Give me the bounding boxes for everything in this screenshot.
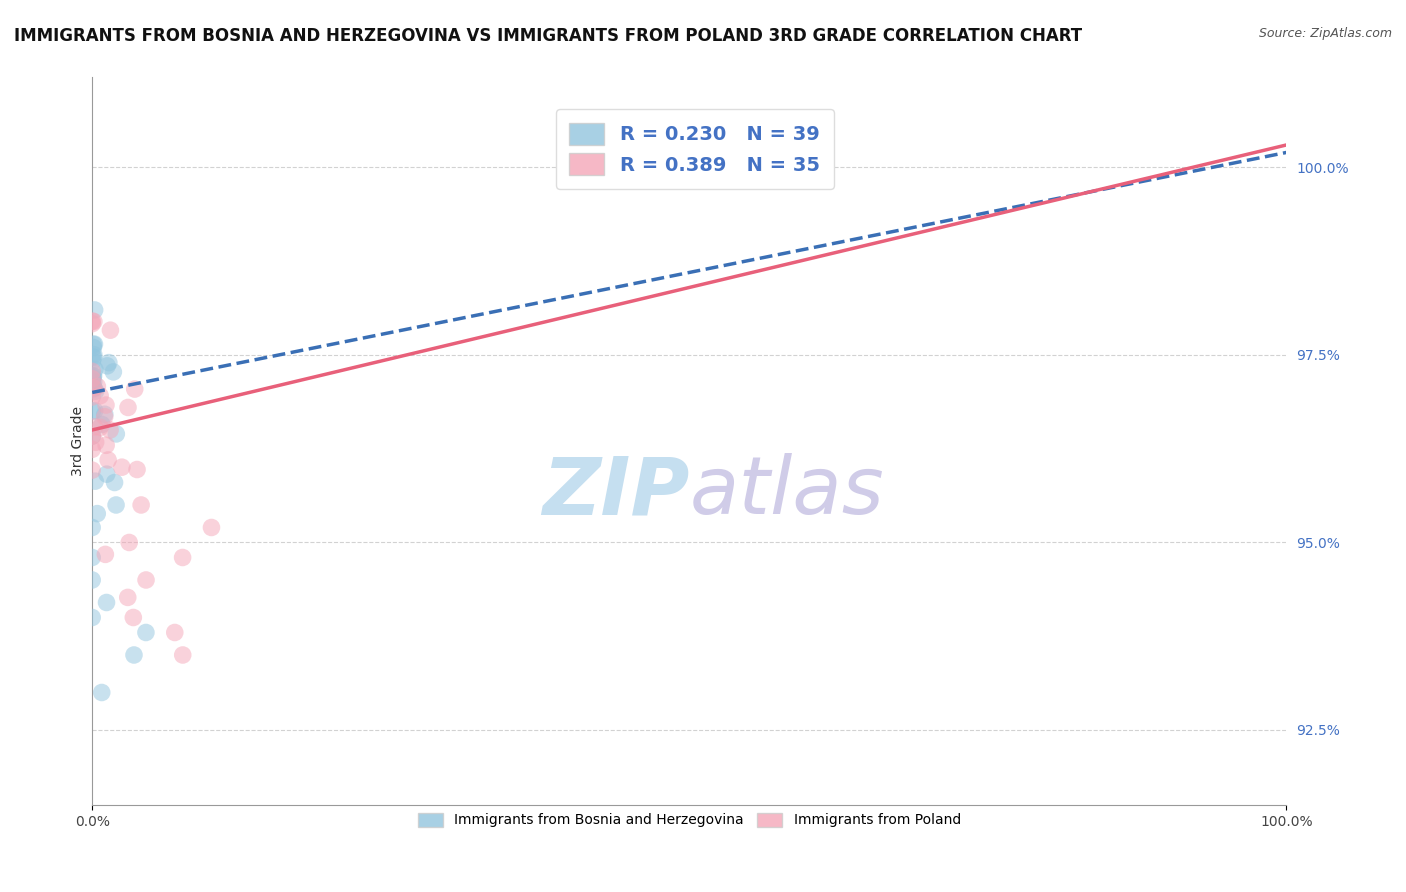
Point bbox=[124, 382, 146, 396]
Point bbox=[82, 314, 104, 328]
Point bbox=[98, 423, 121, 437]
Point bbox=[200, 520, 222, 534]
Point bbox=[82, 610, 104, 624]
Point bbox=[118, 535, 141, 549]
Point bbox=[82, 350, 104, 364]
Point bbox=[117, 591, 139, 605]
Y-axis label: 3rd Grade: 3rd Grade bbox=[72, 406, 86, 476]
Point bbox=[172, 550, 194, 565]
Point bbox=[129, 498, 152, 512]
Point bbox=[94, 548, 117, 562]
Point bbox=[82, 442, 104, 457]
Point bbox=[93, 409, 115, 424]
Text: IMMIGRANTS FROM BOSNIA AND HERZEGOVINA VS IMMIGRANTS FROM POLAND 3RD GRADE CORRE: IMMIGRANTS FROM BOSNIA AND HERZEGOVINA V… bbox=[14, 27, 1083, 45]
Point bbox=[82, 390, 104, 404]
Point bbox=[122, 610, 145, 624]
Point bbox=[135, 573, 157, 587]
Point bbox=[84, 384, 107, 399]
Point bbox=[90, 685, 112, 699]
Point bbox=[96, 467, 118, 482]
Point bbox=[103, 475, 125, 490]
Point bbox=[86, 507, 108, 521]
Point bbox=[83, 314, 105, 328]
Point bbox=[94, 398, 117, 412]
Point bbox=[103, 365, 125, 379]
Point bbox=[83, 302, 105, 317]
Point bbox=[94, 407, 117, 421]
Point bbox=[97, 453, 120, 467]
Point bbox=[83, 350, 105, 364]
Point bbox=[84, 435, 107, 450]
Point bbox=[100, 323, 122, 337]
Point bbox=[82, 354, 104, 368]
Point bbox=[83, 375, 105, 389]
Point bbox=[97, 356, 120, 370]
Point bbox=[83, 337, 105, 351]
Point bbox=[82, 404, 104, 418]
Point bbox=[83, 403, 105, 417]
Point bbox=[91, 417, 114, 432]
Point bbox=[84, 362, 107, 376]
Point bbox=[82, 337, 104, 351]
Point bbox=[96, 438, 118, 452]
Point bbox=[172, 648, 194, 662]
Point bbox=[84, 474, 107, 488]
Text: Source: ZipAtlas.com: Source: ZipAtlas.com bbox=[1258, 27, 1392, 40]
Point bbox=[82, 370, 104, 384]
Text: atlas: atlas bbox=[689, 453, 884, 531]
Point bbox=[82, 463, 104, 477]
Point bbox=[86, 379, 108, 393]
Point bbox=[82, 375, 104, 389]
Point bbox=[82, 520, 104, 534]
Point bbox=[89, 420, 111, 434]
Point bbox=[83, 420, 105, 434]
Point bbox=[83, 347, 105, 361]
Point bbox=[82, 429, 104, 443]
Point bbox=[82, 429, 104, 443]
Point bbox=[163, 625, 186, 640]
Point bbox=[82, 369, 104, 384]
Point bbox=[135, 625, 157, 640]
Point bbox=[122, 648, 145, 662]
Point bbox=[111, 460, 134, 475]
Point bbox=[82, 372, 104, 386]
Point bbox=[82, 550, 104, 565]
Point bbox=[125, 462, 148, 476]
Point bbox=[82, 341, 104, 355]
Point bbox=[82, 364, 104, 378]
Point bbox=[82, 317, 104, 331]
Point bbox=[82, 573, 104, 587]
Legend: Immigrants from Bosnia and Herzegovina, Immigrants from Poland: Immigrants from Bosnia and Herzegovina, … bbox=[411, 805, 967, 834]
Point bbox=[89, 389, 111, 403]
Point bbox=[96, 595, 118, 609]
Point bbox=[117, 401, 139, 415]
Point bbox=[82, 381, 104, 395]
Text: ZIP: ZIP bbox=[541, 453, 689, 531]
Point bbox=[83, 382, 105, 396]
Point bbox=[105, 498, 128, 512]
Point bbox=[96, 359, 118, 373]
Point bbox=[105, 426, 128, 441]
Point bbox=[83, 368, 105, 383]
Point bbox=[83, 381, 105, 395]
